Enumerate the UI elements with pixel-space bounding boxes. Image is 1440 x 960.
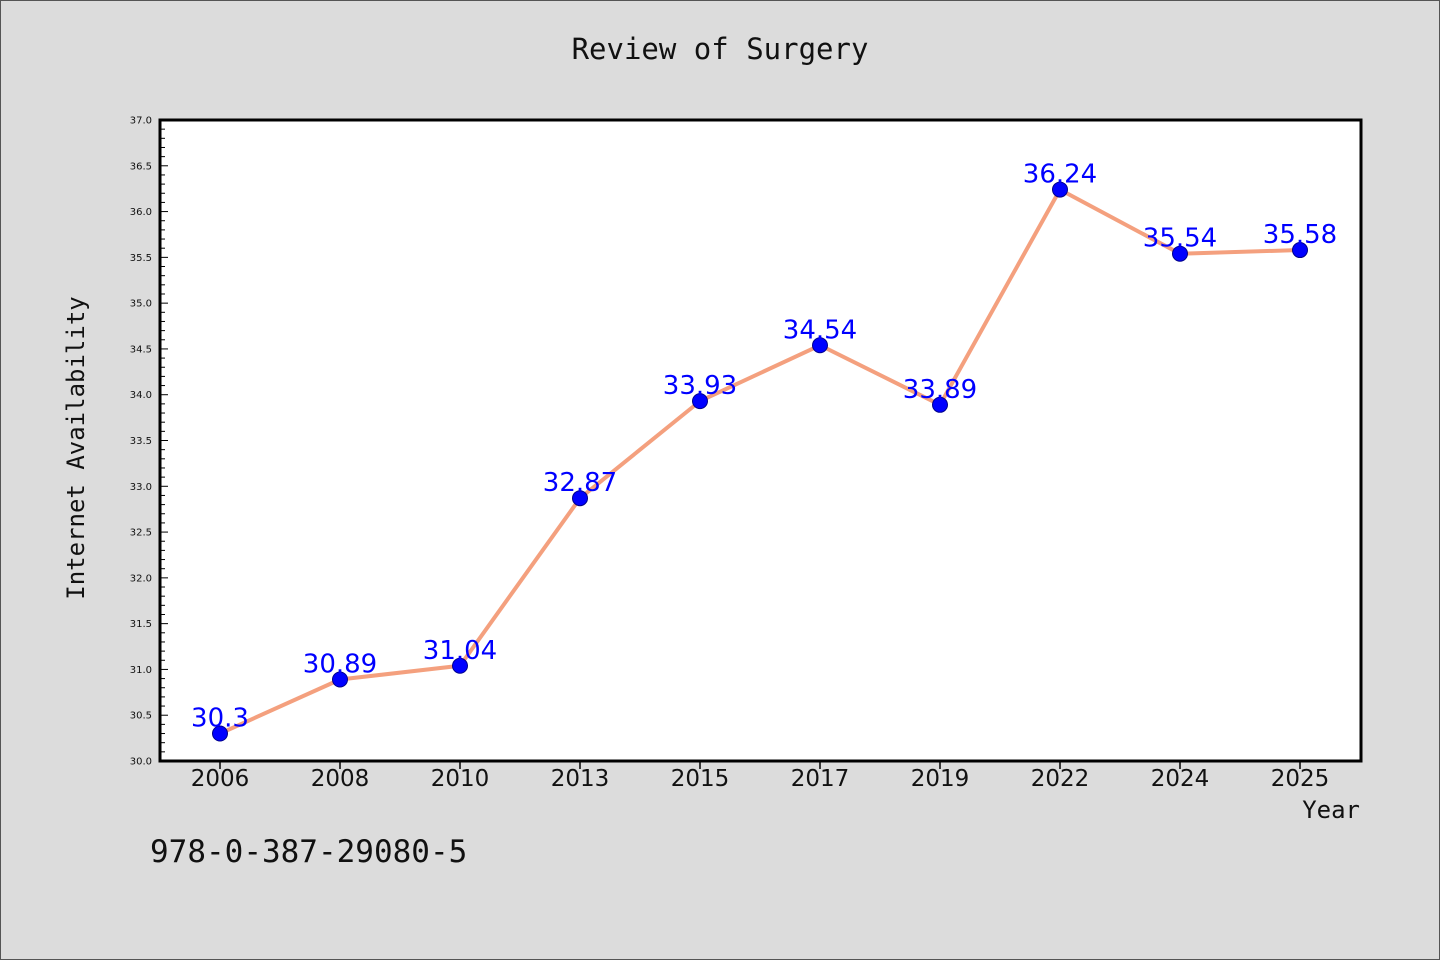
- data-label: 33.93: [663, 371, 737, 401]
- y-tick-label: 32.5: [130, 528, 152, 539]
- y-tick-label: 37.0: [130, 116, 152, 127]
- y-tick-label: 36.0: [130, 207, 152, 218]
- data-label: 32.87: [543, 468, 617, 498]
- y-tick-label: 35.0: [130, 299, 152, 310]
- y-tick-label: 36.5: [130, 161, 152, 172]
- y-tick-label: 31.0: [130, 665, 152, 676]
- series-line: [218, 187, 1302, 736]
- data-point: [212, 725, 228, 742]
- y-tick-label: 30.5: [130, 711, 152, 722]
- data-point: [1172, 245, 1188, 262]
- y-tick-label: 33.5: [130, 436, 152, 447]
- y-tick-label: 35.5: [130, 253, 152, 264]
- data-label: 30.3: [191, 704, 249, 734]
- isbn-text: 978-0-387-29080-5: [150, 834, 468, 870]
- x-tick-label: 2017: [791, 766, 850, 792]
- x-tick-label: 2008: [311, 766, 370, 792]
- x-axis-label: Year: [1302, 796, 1360, 824]
- data-point: [932, 396, 948, 413]
- y-tick-label: 33.0: [130, 482, 152, 493]
- x-tick-label: 2013: [551, 766, 610, 792]
- x-tick-label: 2025: [1271, 766, 1330, 792]
- data-label: 33.89: [903, 375, 977, 405]
- x-tick-label: 2006: [191, 766, 250, 792]
- data-label: 35.58: [1263, 220, 1337, 250]
- data-label: 34.54: [783, 315, 857, 345]
- plot-area: [158, 118, 1363, 763]
- data-label: 30.89: [303, 650, 377, 680]
- data-point: [812, 337, 828, 354]
- data-label: 35.54: [1143, 224, 1217, 254]
- data-point: [1052, 181, 1068, 198]
- data-point: [572, 490, 588, 507]
- x-tick-label: 2019: [911, 766, 970, 792]
- data-point: [332, 671, 348, 688]
- data-point: [1292, 242, 1308, 259]
- y-tick-label: 34.0: [130, 390, 152, 401]
- x-tick-label: 2010: [431, 766, 490, 792]
- data-label: 31.04: [423, 636, 497, 666]
- y-tick-label: 34.5: [130, 344, 152, 355]
- x-tick-label: 2022: [1031, 766, 1090, 792]
- chart-title: Review of Surgery: [571, 32, 869, 66]
- y-tick-label: 31.5: [130, 619, 152, 630]
- y-tick-label: 30.0: [130, 757, 152, 768]
- x-tick-label: 2015: [671, 766, 730, 792]
- x-tick-label: 2024: [1151, 766, 1210, 792]
- data-label: 36.24: [1023, 160, 1097, 190]
- data-point: [692, 393, 708, 410]
- y-tick-label: 32.0: [130, 573, 152, 584]
- data-point: [452, 657, 468, 674]
